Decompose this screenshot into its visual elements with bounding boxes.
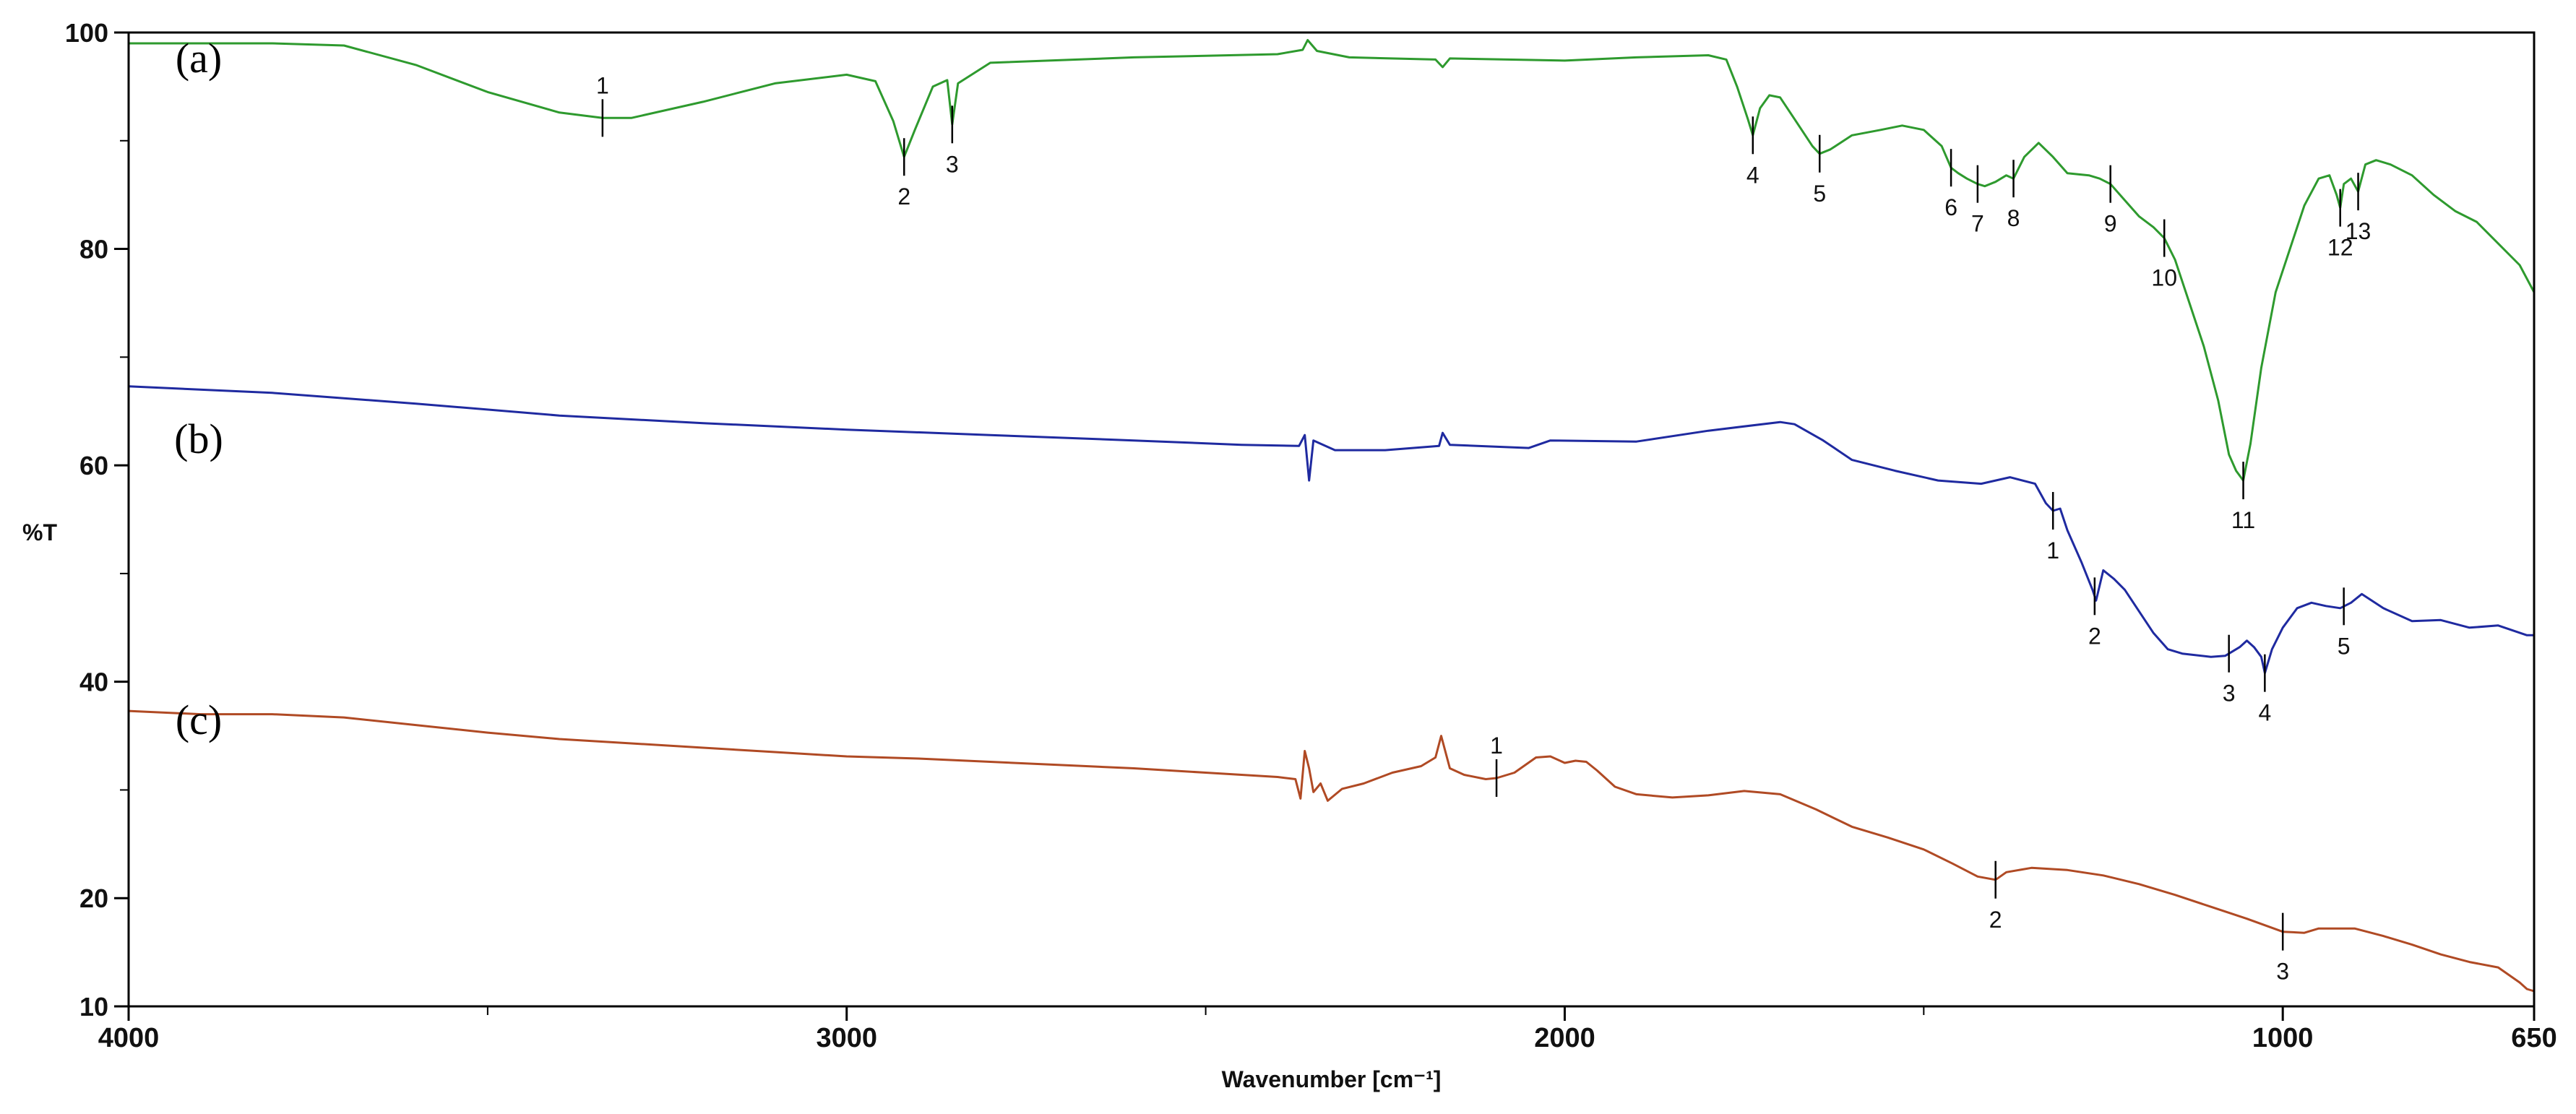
peak-label: 11 xyxy=(2231,507,2255,533)
peak-label: 6 xyxy=(1944,194,1957,220)
series-labels: (a) (b) (c) xyxy=(174,35,223,743)
x-tick-label: 1000 xyxy=(2252,1023,2314,1053)
plot-frame xyxy=(127,31,2536,1008)
y-axis-ticks: 100 80 60 40 20 10 xyxy=(65,18,129,1022)
spectrum-lines xyxy=(128,39,2536,993)
peak-label: 3 xyxy=(946,151,959,177)
peak-label: 1 xyxy=(2046,537,2059,564)
spectrum-line xyxy=(129,39,2536,482)
y-tick-label: 100 xyxy=(65,18,108,48)
y-tick-label: 60 xyxy=(79,451,108,480)
peak-label: 1 xyxy=(596,72,609,98)
y-axis-title: %T xyxy=(22,519,57,545)
x-tick-label: 3000 xyxy=(816,1023,877,1053)
peak-label: 2 xyxy=(2088,623,2101,649)
series-label: (a) xyxy=(176,35,222,82)
peak-label: 5 xyxy=(2338,633,2351,659)
x-tick-label: 4000 xyxy=(98,1023,160,1053)
y-tick-label: 40 xyxy=(79,668,108,697)
peak-label: 2 xyxy=(897,183,910,210)
peak-label: 7 xyxy=(1971,211,1984,237)
peak-label: 12 xyxy=(2327,235,2353,261)
series-label: (c) xyxy=(176,696,222,743)
peak-label: 8 xyxy=(2007,205,2020,231)
peak-label: 5 xyxy=(1813,181,1826,207)
peak-label: 9 xyxy=(2104,211,2117,237)
peak-label: 1 xyxy=(1490,733,1503,759)
x-axis-ticks: 4000 3000 2000 1000 650 xyxy=(98,1006,2557,1053)
x-tick-label: 2000 xyxy=(1534,1023,1595,1053)
peak-label: 4 xyxy=(2258,700,2271,726)
spectrum-line xyxy=(128,385,2534,675)
x-axis-title: Wavenumber [cm⁻¹] xyxy=(1222,1066,1442,1092)
peak-label: 2 xyxy=(1989,907,2002,933)
peak-label: 13 xyxy=(2345,218,2372,244)
series-label: (b) xyxy=(174,415,223,462)
peak-label: 10 xyxy=(2151,265,2177,291)
peak-label: 3 xyxy=(2276,959,2289,985)
spectrum-line xyxy=(128,709,2535,993)
y-tick-label: 10 xyxy=(79,992,108,1022)
peak-label: 3 xyxy=(2223,681,2236,707)
y-tick-label: 20 xyxy=(79,884,108,913)
y-tick-label: 80 xyxy=(79,235,108,264)
x-tick-label: 650 xyxy=(2511,1023,2556,1053)
peak-label: 4 xyxy=(1746,162,1759,188)
